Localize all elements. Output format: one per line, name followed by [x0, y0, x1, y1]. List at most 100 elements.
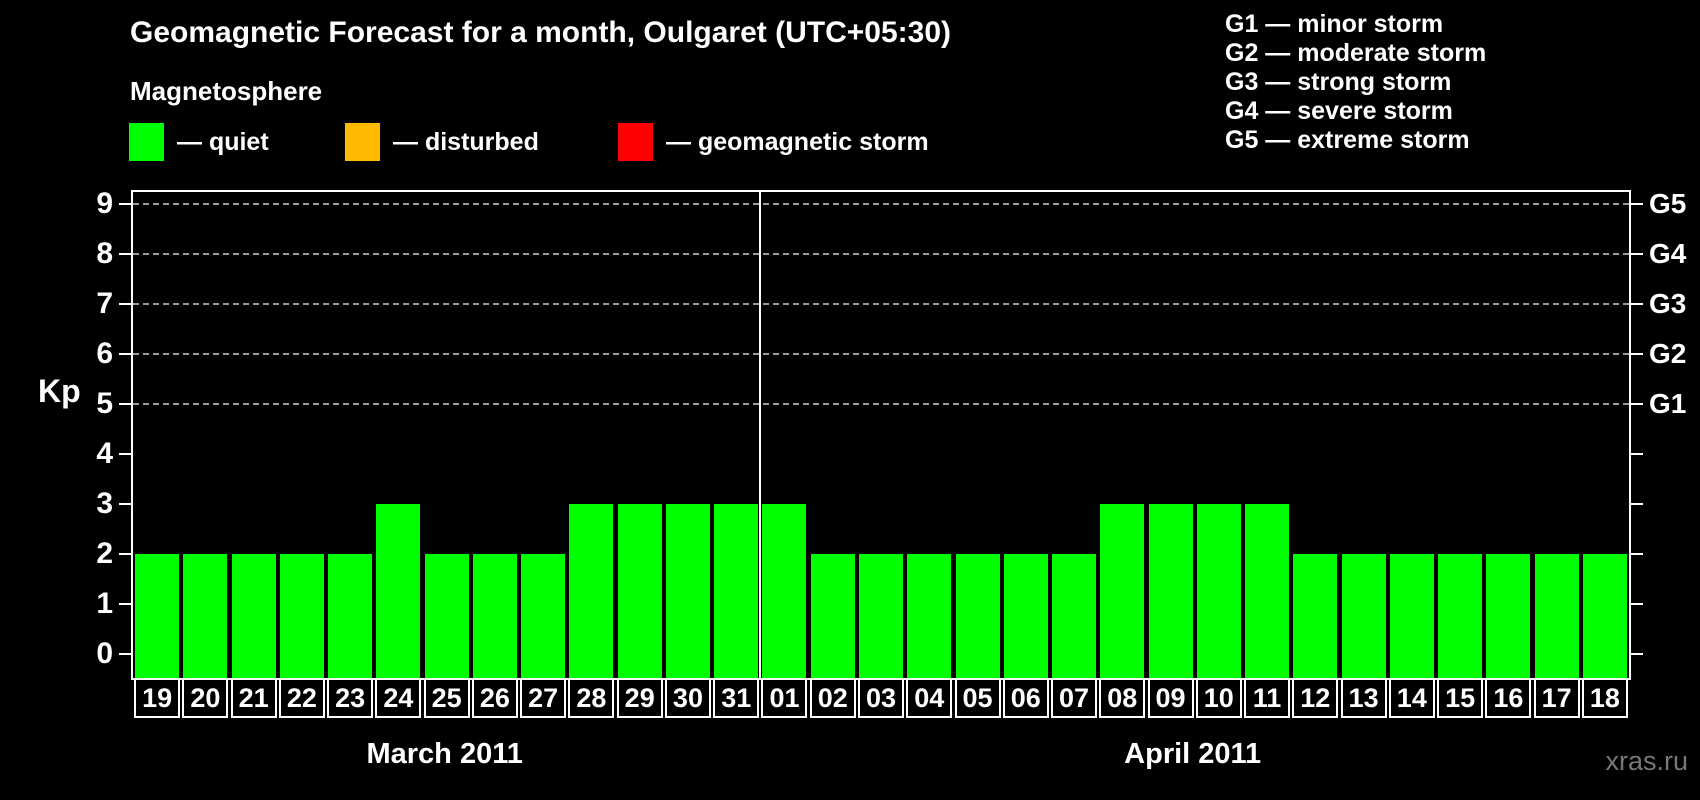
date-cell-19: 19 — [134, 678, 181, 718]
date-cell-13: 13 — [1340, 678, 1387, 718]
y-axis-tick-right — [1629, 353, 1643, 355]
legend-swatch-disturbed-icon — [345, 123, 380, 161]
chart-plot-area — [131, 190, 1631, 680]
date-cell-11: 11 — [1244, 678, 1291, 718]
month-label-march: March 2011 — [366, 738, 523, 770]
kp-bar-day-30 — [665, 504, 710, 678]
y-axis-tick-label: 9 — [96, 187, 113, 220]
kp-bar-day-26 — [472, 554, 517, 678]
date-cell-21: 21 — [230, 678, 277, 718]
date-cell-27: 27 — [520, 678, 567, 718]
watermark: xras.ru — [1605, 746, 1688, 776]
month-divider-line — [759, 192, 762, 678]
kp-bar-day-05 — [955, 554, 1000, 678]
date-cell-06: 06 — [1002, 678, 1049, 718]
y-axis-tick-right — [1629, 503, 1643, 505]
g-legend-line: G4 — severe storm — [1225, 97, 1453, 125]
y-axis-tick-right — [1629, 403, 1643, 405]
y-axis-tick-label: 7 — [96, 287, 113, 320]
y-axis-tick-right — [1629, 203, 1643, 205]
kp-bar-day-06 — [1003, 554, 1048, 678]
gridline-kp-7 — [133, 303, 1629, 305]
kp-bar-day-19 — [135, 554, 180, 678]
kp-bar-day-04 — [907, 554, 952, 678]
y-axis-tick-left — [119, 303, 133, 305]
y-axis-tick-left — [119, 603, 133, 605]
page-title: Geomagnetic Forecast for a month, Oulgar… — [130, 16, 952, 49]
y-axis-tick-label: 4 — [96, 437, 113, 470]
y-axis-tick-left — [119, 203, 133, 205]
date-cell-04: 04 — [906, 678, 953, 718]
y-axis-tick-label: 0 — [96, 637, 113, 670]
date-cell-31: 31 — [713, 678, 760, 718]
y-axis-tick-left — [119, 353, 133, 355]
kp-bar-day-20 — [183, 554, 228, 678]
date-cell-10: 10 — [1195, 678, 1242, 718]
date-cell-05: 05 — [954, 678, 1001, 718]
date-cell-22: 22 — [278, 678, 325, 718]
kp-bar-day-16 — [1486, 554, 1531, 678]
legend-swatch-quiet-icon — [129, 123, 164, 161]
gridline-kp-8 — [133, 253, 1629, 255]
y-axis-tick-right — [1629, 603, 1643, 605]
date-cell-26: 26 — [471, 678, 518, 718]
kp-bar-day-22 — [279, 554, 324, 678]
kp-bar-day-12 — [1293, 554, 1338, 678]
y-axis-tick-right — [1629, 453, 1643, 455]
y-axis-tick-left — [119, 403, 133, 405]
date-cell-08: 08 — [1099, 678, 1146, 718]
date-cell-20: 20 — [182, 678, 229, 718]
date-cell-15: 15 — [1437, 678, 1484, 718]
y-axis-title: Kp — [38, 373, 81, 409]
y-axis-tick-label: 1 — [96, 587, 113, 620]
right-axis-label-g3: G3 — [1649, 288, 1687, 319]
y-axis-tick-label: 5 — [96, 387, 113, 420]
kp-bar-day-03 — [859, 554, 903, 678]
date-cell-14: 14 — [1388, 678, 1435, 718]
date-cell-30: 30 — [664, 678, 711, 718]
g-legend-line: G1 — minor storm — [1225, 10, 1444, 38]
kp-bar-day-21 — [231, 554, 276, 678]
date-cell-18: 18 — [1581, 678, 1628, 718]
date-cell-16: 16 — [1485, 678, 1532, 718]
legend-heading: Magnetosphere — [130, 76, 323, 106]
kp-bar-day-25 — [424, 554, 469, 678]
kp-bar-day-29 — [617, 504, 662, 678]
date-cell-23: 23 — [327, 678, 374, 718]
date-cell-02: 02 — [809, 678, 856, 718]
kp-bar-day-02 — [810, 554, 855, 678]
y-axis-tick-left — [119, 503, 133, 505]
kp-bar-day-07 — [1052, 554, 1097, 678]
legend-item-label: — geomagnetic storm — [666, 127, 929, 156]
date-cell-17: 17 — [1533, 678, 1580, 718]
y-axis-tick-right — [1629, 653, 1643, 655]
legend-item-disturbed: — disturbed — [345, 122, 539, 162]
kp-bar-day-10 — [1196, 504, 1241, 678]
legend-item-label: — quiet — [177, 127, 269, 156]
kp-bar-day-01 — [762, 504, 807, 678]
kp-bar-day-09 — [1148, 504, 1193, 678]
g-legend-line: G2 — moderate storm — [1225, 39, 1487, 67]
kp-bar-day-15 — [1438, 554, 1483, 678]
kp-bar-day-14 — [1389, 554, 1434, 678]
right-axis-label-g4: G4 — [1649, 238, 1687, 269]
y-axis-tick-left — [119, 253, 133, 255]
date-cell-01: 01 — [761, 678, 808, 718]
date-cell-09: 09 — [1147, 678, 1194, 718]
g-legend-line: G5 — extreme storm — [1225, 126, 1470, 154]
y-axis-tick-right — [1629, 253, 1643, 255]
g-scale-legend: G1 — minor storm G2 — moderate storm G3 — … — [1225, 10, 1486, 155]
kp-bar-day-18 — [1582, 554, 1627, 678]
y-axis-tick-left — [119, 553, 133, 555]
y-axis-tick-left — [119, 453, 133, 455]
y-axis-tick-left — [119, 653, 133, 655]
legend-item-label: — disturbed — [393, 127, 539, 156]
y-axis-tick-label: 2 — [96, 537, 113, 570]
kp-bar-day-17 — [1534, 554, 1579, 678]
date-cell-25: 25 — [423, 678, 470, 718]
kp-bar-day-27 — [521, 554, 566, 678]
right-axis-label-g5: G5 — [1649, 188, 1687, 219]
right-axis-label-g2: G2 — [1649, 338, 1687, 369]
date-cell-12: 12 — [1292, 678, 1339, 718]
y-axis-tick-right — [1629, 553, 1643, 555]
